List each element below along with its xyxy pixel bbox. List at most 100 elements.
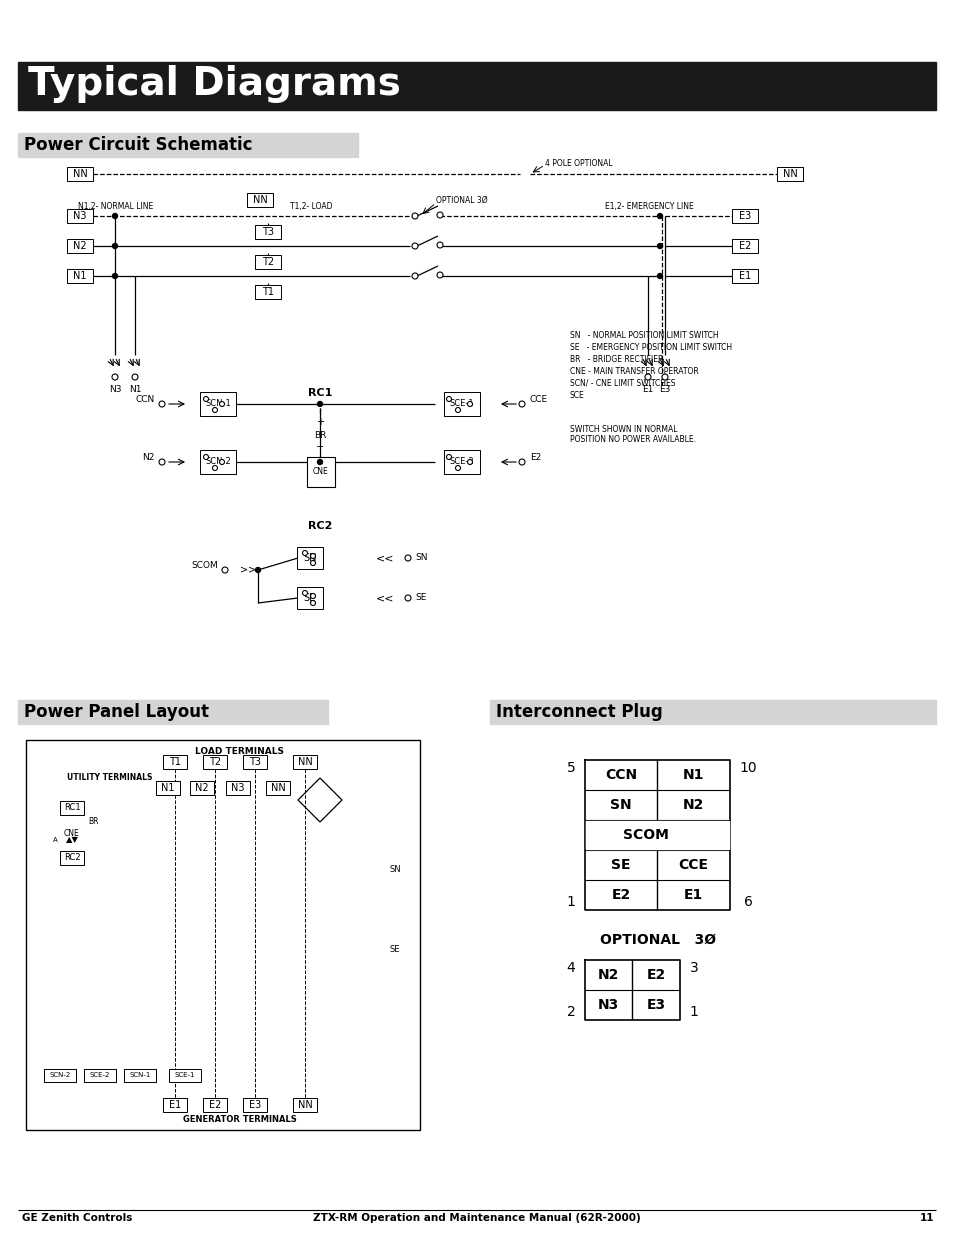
Circle shape <box>436 272 442 278</box>
Text: >>: >> <box>239 564 255 576</box>
Text: <<: << <box>375 593 394 603</box>
Text: CCN: CCN <box>135 395 154 405</box>
Bar <box>200 391 235 416</box>
Text: GENERATOR TERMINALS: GENERATOR TERMINALS <box>183 1115 296 1125</box>
Bar <box>169 1068 201 1082</box>
Text: N2: N2 <box>682 798 703 811</box>
Bar <box>776 167 802 182</box>
Text: T1: T1 <box>169 757 181 767</box>
Circle shape <box>518 459 524 466</box>
Bar <box>200 450 235 474</box>
Circle shape <box>112 243 117 248</box>
Circle shape <box>310 600 315 605</box>
Bar <box>67 167 92 182</box>
Text: ▲▼: ▲▼ <box>66 836 78 845</box>
Text: N1: N1 <box>682 768 703 782</box>
Text: 5: 5 <box>566 761 575 776</box>
Text: N2: N2 <box>598 968 618 982</box>
Circle shape <box>310 553 315 558</box>
Text: E1: E1 <box>641 385 653 394</box>
Text: SCE-1: SCE-1 <box>174 1072 195 1078</box>
Text: SCN-1: SCN-1 <box>205 399 231 409</box>
Text: SCOM: SCOM <box>598 827 643 842</box>
Text: SE: SE <box>415 594 426 603</box>
Bar <box>26 740 419 1130</box>
Text: BR: BR <box>88 818 98 826</box>
Circle shape <box>132 374 138 380</box>
Circle shape <box>455 408 460 412</box>
Circle shape <box>203 396 209 401</box>
Text: SCN-1: SCN-1 <box>130 1072 151 1078</box>
Text: SE: SE <box>390 946 400 955</box>
Bar <box>163 1098 187 1112</box>
Text: 1: 1 <box>689 1005 698 1019</box>
Text: E3: E3 <box>249 1100 261 1110</box>
Text: SCE-1: SCE-1 <box>449 399 474 409</box>
Text: +: + <box>315 417 324 427</box>
Text: OPTIONAL 3Ø: OPTIONAL 3Ø <box>436 195 487 205</box>
Bar <box>18 700 328 724</box>
Text: RC1: RC1 <box>64 804 80 813</box>
Circle shape <box>657 214 661 219</box>
Bar <box>254 254 281 269</box>
Text: SE: SE <box>611 858 630 872</box>
Text: −: − <box>315 442 324 452</box>
Bar <box>293 1098 316 1112</box>
Text: T3: T3 <box>262 227 274 237</box>
Bar <box>731 269 758 283</box>
Circle shape <box>213 466 217 471</box>
Text: E2: E2 <box>611 888 630 902</box>
Circle shape <box>112 273 117 279</box>
Bar <box>731 240 758 253</box>
Text: E3: E3 <box>739 211 750 221</box>
Bar <box>243 1098 267 1112</box>
Text: T3: T3 <box>249 757 261 767</box>
Bar <box>490 700 935 724</box>
Circle shape <box>222 567 228 573</box>
Text: SCE: SCE <box>569 390 584 399</box>
Bar <box>293 755 316 769</box>
Bar <box>203 755 227 769</box>
Text: RC2: RC2 <box>64 853 80 862</box>
Text: E2: E2 <box>738 241 750 251</box>
Text: E1: E1 <box>683 888 702 902</box>
Text: E2: E2 <box>646 968 665 982</box>
Text: BR   - BRIDGE RECTIFIER: BR - BRIDGE RECTIFIER <box>569 354 662 363</box>
Text: Power Panel Layout: Power Panel Layout <box>24 703 209 721</box>
Bar <box>124 1068 156 1082</box>
Text: 4: 4 <box>566 961 575 974</box>
Text: T1,2- LOAD: T1,2- LOAD <box>290 203 333 211</box>
Text: 4 POLE OPTIONAL: 4 POLE OPTIONAL <box>544 158 612 168</box>
Text: SCN/ - CNE LIMIT SWITCHES: SCN/ - CNE LIMIT SWITCHES <box>569 378 675 388</box>
Text: 3: 3 <box>689 961 698 974</box>
Text: CCN: CCN <box>604 768 637 782</box>
Bar <box>67 240 92 253</box>
Circle shape <box>317 401 322 406</box>
Bar <box>585 821 728 848</box>
Text: N2: N2 <box>143 453 154 462</box>
Text: 10: 10 <box>739 761 756 776</box>
Text: GE Zenith Controls: GE Zenith Controls <box>22 1213 132 1223</box>
Bar <box>247 193 273 207</box>
Text: RC1: RC1 <box>308 388 332 398</box>
Circle shape <box>302 590 307 595</box>
Circle shape <box>455 466 460 471</box>
Bar <box>203 1098 227 1112</box>
Text: SE: SE <box>304 593 315 603</box>
Text: T2: T2 <box>262 257 274 267</box>
Bar <box>60 851 84 864</box>
Circle shape <box>310 561 315 566</box>
Text: E1: E1 <box>169 1100 181 1110</box>
Circle shape <box>310 594 315 599</box>
Text: SN: SN <box>303 553 316 563</box>
Circle shape <box>412 273 417 279</box>
Text: NN: NN <box>297 757 312 767</box>
Bar <box>296 547 323 569</box>
Bar <box>163 755 187 769</box>
Text: N3: N3 <box>598 998 618 1011</box>
Text: CCE: CCE <box>530 395 548 405</box>
Bar <box>731 209 758 224</box>
Circle shape <box>112 214 117 219</box>
Circle shape <box>657 243 661 248</box>
Text: SE   - EMERGENCY POSITION LIMIT SWITCH: SE - EMERGENCY POSITION LIMIT SWITCH <box>569 342 731 352</box>
